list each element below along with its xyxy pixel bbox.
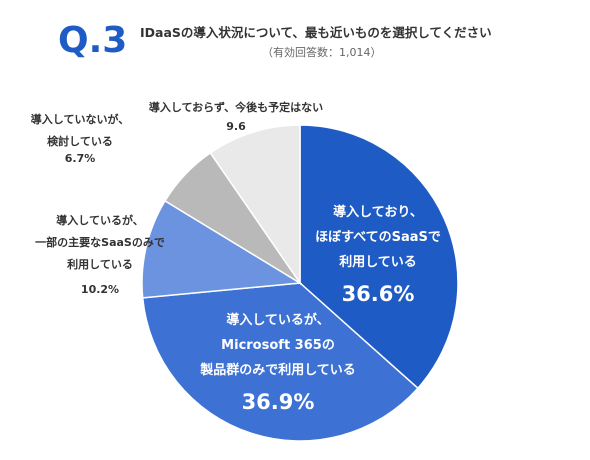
pie-slice xyxy=(141,282,419,442)
question-badge: Q.3 xyxy=(58,20,128,61)
slice-label: 導入しておらず、今後も予定はない xyxy=(148,101,324,114)
value-label: 36.9% xyxy=(241,390,315,414)
slice-label: 導入しているが、 Microsoft 365の 製品群のみで利用している xyxy=(200,313,356,378)
value-label: 36.6% xyxy=(341,282,415,306)
value-label: 10.2% xyxy=(80,283,120,296)
slice-label: 導入していないが、 検討している xyxy=(30,113,130,148)
chart-title: IDaaSの導入状況について、最も近いものを選択してください xyxy=(140,25,492,40)
pie-slice xyxy=(299,124,459,390)
pie-slice xyxy=(209,124,301,286)
value-label: 6.7% xyxy=(64,152,96,165)
value-label: 9.6 xyxy=(226,120,246,133)
slice-label: 導入しており、 ほぼすべてのSaaSで 利用している xyxy=(315,205,441,270)
slice-label: 導入しているが、 一部の主要なSaaSのみで 利用している xyxy=(35,214,165,271)
pie-slice xyxy=(141,199,303,299)
chart-subtitle: （有効回答数：1,014） xyxy=(262,46,382,59)
